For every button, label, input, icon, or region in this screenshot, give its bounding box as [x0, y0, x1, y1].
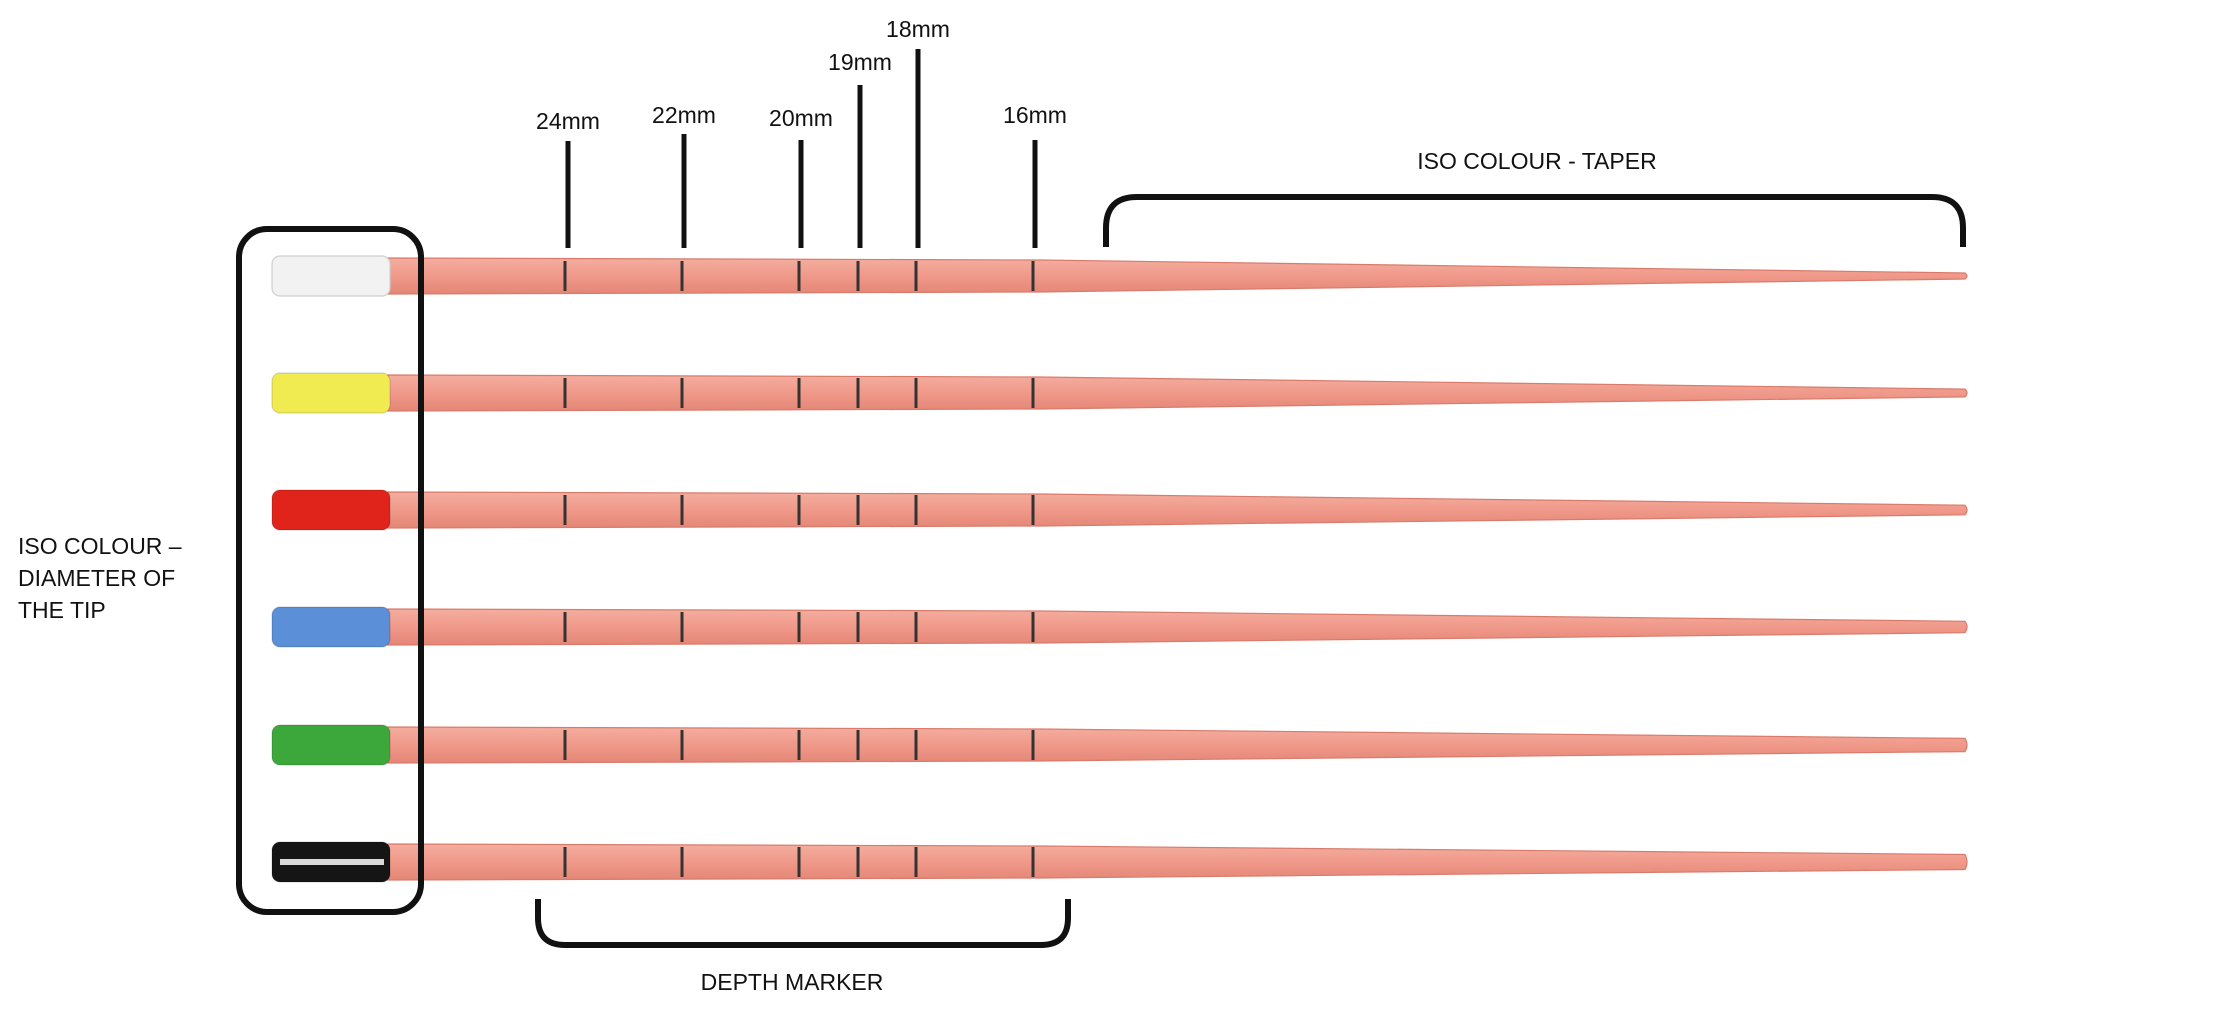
cone-yellow: [271, 372, 1968, 414]
cone-shaft: [387, 726, 1968, 764]
depth-marker-22mm: 22mm: [652, 102, 716, 128]
iso-colour-handle: [271, 372, 391, 414]
depth-marker-bracket: [535, 899, 1071, 948]
depth-marker-18mm: 18mm: [886, 16, 950, 42]
cone-black: [271, 841, 1968, 883]
cone-red: [271, 489, 1968, 531]
cone-shaft: [387, 843, 1968, 881]
iso-colour-handle: [271, 489, 391, 531]
depth-marker-24mm: 24mm: [536, 108, 600, 134]
taper-bracket: [1103, 194, 1966, 247]
tip-diameter-label-line-2: DIAMETER OF: [18, 565, 175, 591]
cone-shaft: [387, 608, 1968, 646]
depth-callouts: 24mm 22mm 20mm 19mm 18mm 16mm: [536, 16, 1067, 248]
cone-blue: [271, 606, 1968, 648]
depth-marker-16mm: 16mm: [1003, 102, 1067, 128]
depth-marker-label: DEPTH MARKER: [701, 969, 884, 995]
cone-white: [271, 255, 1968, 297]
taper-label: ISO COLOUR - TAPER: [1417, 148, 1656, 174]
iso-colour-handle: [271, 255, 391, 297]
cone-shaft: [387, 374, 1968, 412]
cone-shaft: [387, 491, 1968, 529]
tip-diameter-bracket: [236, 226, 424, 915]
depth-marker-19mm: 19mm: [828, 49, 892, 75]
cones-group: [271, 255, 1968, 883]
iso-colour-handle: [271, 606, 391, 648]
cone-shaft: [387, 257, 1968, 295]
iso-colour-handle: [271, 724, 391, 766]
tip-diameter-label-line-1: ISO COLOUR –: [18, 533, 182, 559]
cone-green: [271, 724, 1968, 766]
handle-highlight: [280, 859, 384, 865]
depth-marker-20mm: 20mm: [769, 105, 833, 131]
tip-diameter-label-line-3: THE TIP: [18, 597, 106, 623]
